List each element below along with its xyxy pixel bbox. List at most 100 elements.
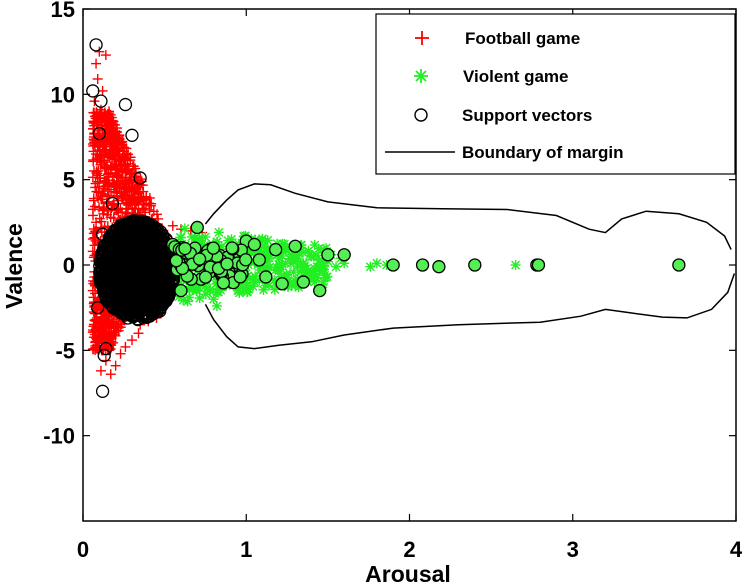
ast-d2 [223, 236, 233, 246]
ast-d2 [255, 265, 265, 275]
ast-d2 [214, 227, 224, 237]
ast-d2 [183, 296, 193, 306]
data-point-football [101, 175, 112, 186]
data-point-football [120, 341, 131, 352]
data-point-football [105, 184, 116, 195]
data-point-football [113, 207, 124, 218]
data-point-football [111, 316, 122, 327]
ast-d2 [289, 267, 299, 277]
data-point-football [103, 191, 114, 202]
data-point-football [105, 330, 116, 341]
data-point-violent [213, 227, 224, 238]
ast-d2 [292, 274, 302, 284]
data-point-football [109, 320, 120, 331]
data-point-football [103, 169, 114, 180]
ast-d2 [304, 251, 314, 261]
data-point-football [100, 50, 111, 61]
data-point-football [120, 189, 131, 200]
data-point-football [118, 143, 129, 154]
data-point-football [91, 58, 102, 69]
ast-d2 [310, 240, 320, 250]
ast-d2 [233, 285, 243, 295]
data-point-violent [309, 239, 320, 250]
ast-d2 [212, 301, 222, 311]
ast-d2 [372, 258, 382, 268]
data-point-violent [247, 274, 258, 285]
data-point-football [135, 194, 146, 205]
data-point-football [87, 204, 98, 215]
data-point-football [117, 165, 128, 176]
data-point-football [107, 161, 118, 172]
data-point-violent [179, 223, 190, 234]
data-point-violent [322, 271, 333, 282]
data-point-football [97, 188, 108, 199]
data-point-football [152, 209, 163, 220]
ast-d2 [209, 294, 219, 304]
ast-d2 [247, 274, 257, 284]
ast-d2 [195, 293, 205, 303]
data-point-football [91, 119, 102, 130]
data-point-violent [371, 258, 382, 269]
data-point-football [87, 139, 98, 150]
ast-d2 [191, 284, 201, 294]
data-point-violent [211, 300, 222, 311]
ast-d2 [312, 250, 322, 260]
data-point-violent [178, 295, 189, 306]
ast-d2 [302, 264, 312, 274]
data-point-football [119, 178, 130, 189]
ast-d2 [180, 223, 190, 233]
ast-d2 [265, 262, 275, 272]
data-point-football [102, 109, 113, 120]
data-point-football [112, 145, 123, 156]
data-point-football [103, 339, 114, 350]
data-point-football [129, 204, 140, 215]
data-point-violent [331, 261, 342, 272]
ast-d2 [365, 262, 375, 272]
data-point-violent [288, 267, 299, 278]
ast-d2 [263, 256, 273, 266]
data-point-violent [301, 263, 312, 274]
data-point-football [88, 156, 99, 167]
ast-d2 [311, 272, 321, 282]
data-point-football [105, 369, 116, 380]
ast-d2 [322, 272, 332, 282]
ast-d2 [199, 282, 209, 292]
data-point-football [90, 182, 101, 193]
data-point-football [115, 348, 126, 359]
ast-d2 [331, 262, 341, 272]
data-point-football [144, 204, 155, 215]
data-point-violent [274, 259, 285, 270]
data-point-football [104, 137, 115, 148]
data-point-football [95, 365, 106, 376]
data-point-football [141, 191, 152, 202]
data-point-football [106, 150, 117, 161]
data-point-violent [258, 284, 269, 295]
data-point-football [88, 319, 99, 330]
data-point-football [130, 189, 141, 200]
data-point-violent [311, 250, 322, 261]
ast-d2 [277, 264, 286, 274]
data-point-football [167, 220, 178, 231]
ast-d2 [275, 260, 285, 270]
data-point-football [114, 188, 125, 199]
data-point-football [88, 292, 99, 303]
data-point-football [102, 311, 113, 322]
data-point-football [93, 116, 104, 127]
data-point-football [89, 140, 100, 151]
ast-d2 [200, 232, 210, 242]
data-point-football [121, 149, 132, 160]
data-point-football [126, 335, 137, 346]
data-point-football [94, 46, 105, 57]
data-point-football [88, 193, 99, 204]
data-point-football [93, 112, 104, 123]
data-point-football [90, 314, 101, 325]
data-point-football [92, 73, 103, 84]
ast-d2 [277, 251, 287, 261]
data-point-football [110, 360, 121, 371]
data-point-football [115, 322, 126, 333]
data-point-football [108, 213, 119, 224]
data-point-football [127, 182, 138, 193]
data-point-football [107, 117, 118, 128]
data-point-football [111, 179, 122, 190]
